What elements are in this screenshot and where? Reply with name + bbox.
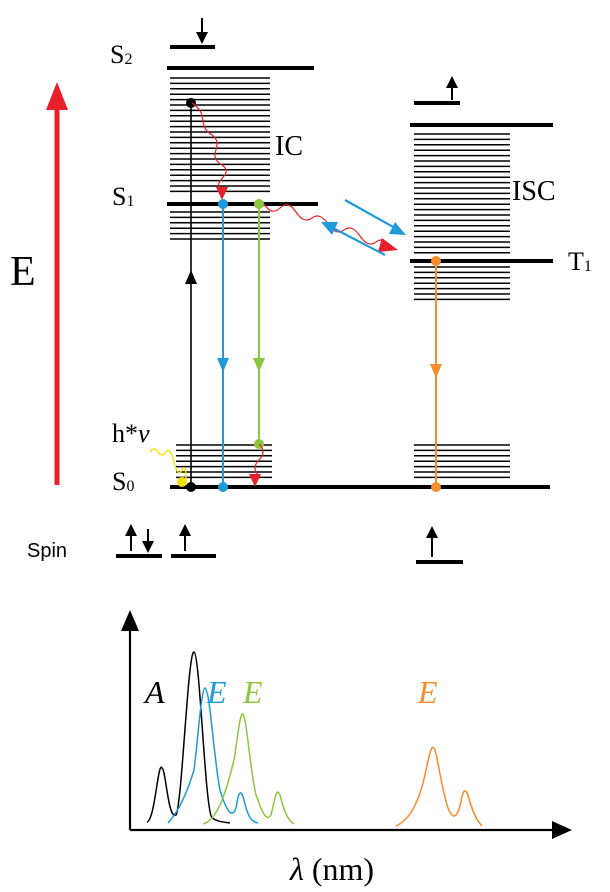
energy-label: E xyxy=(10,249,36,295)
photon-wave xyxy=(149,448,187,481)
orange-emission-spectrum-curve xyxy=(395,746,483,827)
spin-label: Spin xyxy=(27,540,67,562)
ic-label: IC xyxy=(275,131,303,162)
absorption-arrow xyxy=(185,98,197,492)
fluorescence-arrow-blue xyxy=(217,199,229,492)
s0-label: S0 xyxy=(112,467,134,496)
green-emission-spectrum-curve xyxy=(202,713,295,825)
triplet-levels xyxy=(410,123,553,479)
spin-singlet-excited xyxy=(171,524,216,558)
spectrum-label-emission-green: E xyxy=(242,674,263,710)
wavelength-axis-label: λ (nm) xyxy=(289,851,374,887)
isc-double-arrow xyxy=(321,199,406,256)
t1-label: T1 xyxy=(568,247,592,276)
spin-paired xyxy=(116,524,162,558)
s1-label: S1 xyxy=(112,182,134,211)
spectrum-axes xyxy=(121,610,572,839)
isc-label: ISC xyxy=(512,176,556,207)
spectrum-label-emission-orange: E xyxy=(417,674,438,710)
fluorescence-arrow-green xyxy=(249,199,265,487)
s2-label: S2 xyxy=(110,40,132,69)
photon-label: h*v xyxy=(112,419,150,448)
phosphorescence-arrow xyxy=(430,256,442,492)
t1-spin-indicator xyxy=(414,76,460,105)
photon-dot xyxy=(177,477,187,487)
blue-emission-spectrum-curve xyxy=(167,687,259,824)
ic-arrowhead xyxy=(216,187,228,200)
spectrum-label-emission-blue: E xyxy=(206,674,227,710)
spectrum-label-absorption: A xyxy=(143,674,165,710)
s2-spin-indicator xyxy=(170,18,215,49)
isc-arrowhead xyxy=(378,238,398,252)
internal-conversion-wave xyxy=(191,102,227,191)
spin-triplet xyxy=(416,526,463,564)
energy-axis xyxy=(46,82,68,485)
